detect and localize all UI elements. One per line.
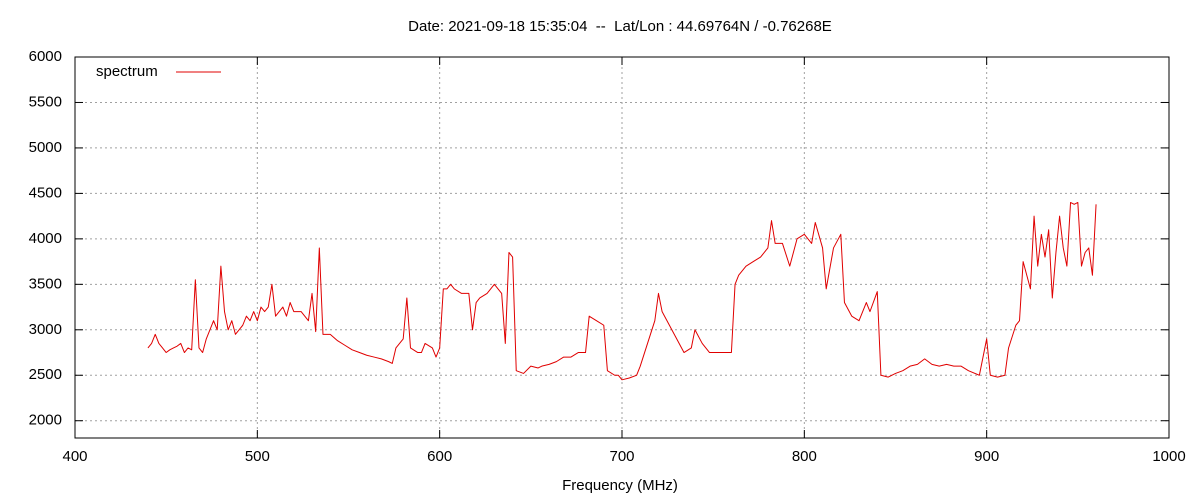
x-tick-label: 600: [427, 448, 452, 465]
y-tick-label: 4000: [29, 230, 62, 247]
y-tick-label: 2500: [29, 366, 62, 383]
legend-label: spectrum: [96, 63, 158, 80]
x-tick-label: 500: [245, 448, 270, 465]
plot-frame: [74, 56, 1170, 439]
series-line: [147, 201, 1097, 381]
x-tick-label: 900: [974, 448, 999, 465]
y-tick-label: 5500: [29, 93, 62, 110]
chart-title: Date: 2021-09-18 15:35:04 -- Lat/Lon : 4…: [408, 18, 832, 35]
x-tick-label: 700: [609, 448, 634, 465]
y-tick-label: 3000: [29, 321, 62, 338]
y-tick-label: 3500: [29, 275, 62, 292]
y-tick-label: 2000: [29, 412, 62, 429]
y-tick-label: 6000: [29, 48, 62, 65]
x-axis-label: Frequency (MHz): [562, 477, 678, 494]
x-tick-label: 1000: [1152, 448, 1185, 465]
x-tick-label: 400: [62, 448, 87, 465]
y-tick-label: 5000: [29, 139, 62, 156]
y-tick-label: 4500: [29, 184, 62, 201]
x-tick-label: 800: [792, 448, 817, 465]
